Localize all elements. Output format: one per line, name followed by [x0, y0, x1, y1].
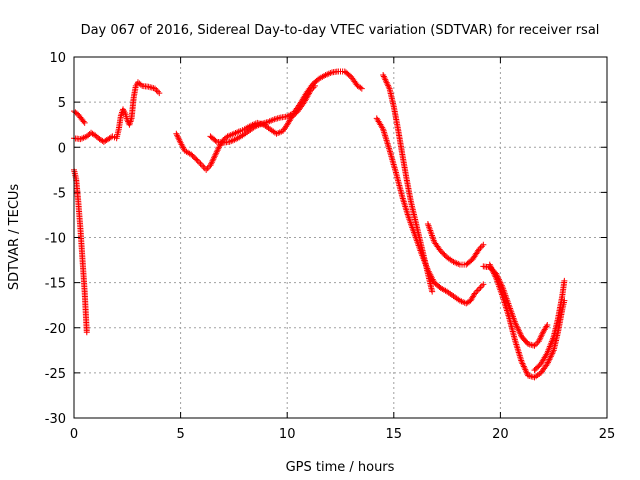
data-point [429, 288, 436, 295]
data-point [276, 129, 283, 136]
y-tick-label: 10 [49, 51, 66, 66]
series-0 [71, 108, 88, 126]
y-tick-label: -10 [45, 232, 66, 247]
series-4 [207, 68, 365, 146]
data-point [358, 85, 365, 92]
data-point [478, 282, 485, 289]
data-point [193, 156, 200, 163]
data-point [480, 281, 487, 288]
y-tick-label: -5 [53, 186, 66, 201]
plot-frame [73, 56, 608, 419]
data-point [152, 85, 159, 92]
data-point [137, 81, 144, 88]
series-6 [380, 72, 436, 295]
data-point [203, 166, 210, 173]
data-point [535, 363, 542, 370]
data-point [196, 159, 203, 166]
x-tick-label: 10 [279, 427, 296, 442]
x-tick-label: 20 [492, 427, 509, 442]
y-tick-label: -30 [45, 412, 66, 427]
data-point [561, 277, 568, 284]
series-3 [173, 82, 318, 173]
data-point [357, 84, 364, 91]
y-tick-label: -15 [45, 277, 66, 292]
data-point [474, 287, 481, 294]
data-point [532, 365, 539, 372]
data-point [212, 137, 219, 144]
data-point [544, 322, 551, 329]
series-9 [486, 261, 568, 381]
data-point [437, 248, 444, 255]
y-axis-label: SDTVAR / TECUs [7, 184, 22, 291]
series-5 [373, 115, 487, 307]
data-point [192, 155, 199, 162]
data-point [189, 152, 196, 159]
data-point [532, 341, 539, 348]
data-point [200, 163, 207, 170]
x-tick-label: 25 [599, 427, 616, 442]
data-point [190, 153, 197, 160]
data-point [478, 243, 485, 250]
data-point [543, 323, 550, 330]
series-1 [71, 79, 163, 145]
x-tick-label: 5 [176, 427, 184, 442]
data-point [81, 119, 88, 126]
data-point [204, 165, 211, 172]
axis-ticks: 0 5 10 15 20 25 -30 -25 -20 -15 -10 -5 0 5 10 [45, 51, 616, 442]
data-point [480, 241, 487, 248]
data-point [531, 367, 538, 374]
data-point [197, 160, 204, 167]
series-10 [531, 277, 568, 374]
data-point [477, 284, 484, 291]
x-tick-label: 15 [386, 427, 403, 442]
data-point [531, 342, 538, 349]
x-tick-label: 0 [70, 427, 78, 442]
data-point [441, 251, 448, 258]
data-point [156, 90, 163, 97]
y-tick-label: -25 [45, 367, 66, 382]
series-2 [71, 166, 90, 336]
x-axis-label: GPS time / hours [286, 460, 395, 475]
grid-lines [74, 57, 607, 418]
y-tick-label: 5 [58, 96, 66, 111]
y-tick-label: 0 [58, 141, 66, 156]
data-point [440, 250, 447, 257]
chart-title: Day 067 of 2016, Sidereal Day-to-day VTE… [81, 23, 600, 38]
data-point [476, 285, 483, 292]
data-point [83, 329, 90, 336]
data-point [198, 162, 205, 169]
data-point [438, 249, 445, 256]
y-tick-label: -20 [45, 322, 66, 337]
data-point [154, 88, 161, 95]
data-point [534, 364, 541, 371]
data-point [188, 151, 195, 158]
data-point [80, 118, 87, 125]
series-7 [424, 220, 487, 268]
data-points [71, 68, 568, 381]
